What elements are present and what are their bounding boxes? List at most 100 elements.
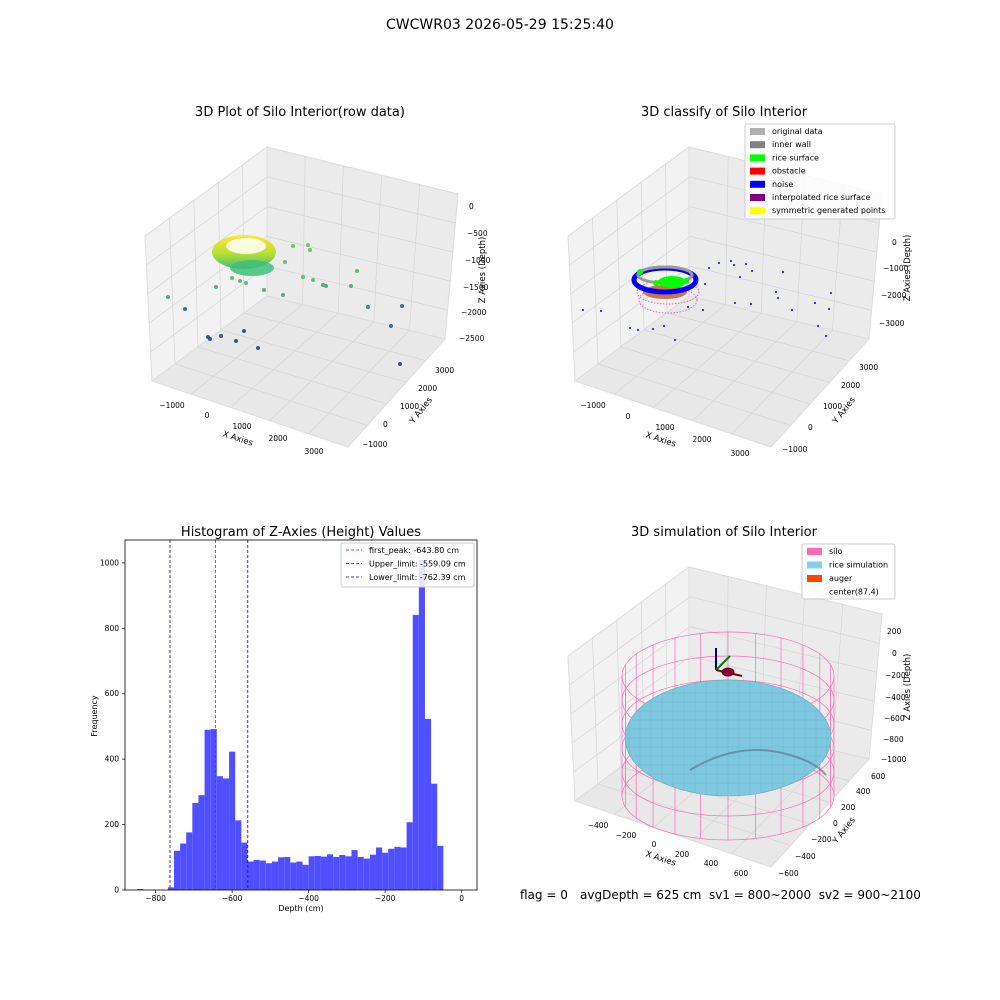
histogram-ylabel: Frequency: [90, 695, 99, 737]
plot1-pane-floor: [150, 295, 446, 448]
footer-stats: avgDepth = 625 cm sv1 = 800~2000 sv2 = 9…: [580, 888, 921, 902]
plot2-axes: 3D classify of Silo Interior original da…: [567, 105, 913, 458]
histogram-xtick-label: 0: [459, 894, 464, 903]
legend-swatch: [807, 561, 822, 569]
legend-label: rice surface: [772, 153, 819, 162]
plot2-rice-surface: [637, 269, 643, 275]
histogram-bar: [363, 858, 370, 890]
plot2-ztick: −2000: [881, 291, 907, 300]
plot4-ytick: 600: [871, 772, 886, 781]
plot4-legend-frame: [801, 543, 896, 600]
legend-swatch: [750, 194, 765, 201]
histogram-legend: first_peak: -643.80 cm Upper_limit: -559.…: [340, 542, 475, 588]
plot1-xtick: 0: [205, 411, 210, 420]
plot2-xlabel: X Axies: [644, 430, 677, 449]
histogram-legend-label: Upper_limit: -559.09 cm: [369, 560, 466, 569]
plot1-ztick: −500: [467, 229, 488, 238]
figure-title: CWCWR03 2026-05-29 15:25:40: [386, 17, 614, 33]
histogram-bar: [192, 802, 199, 890]
histogram-bar: [229, 751, 236, 890]
histogram-bar: [253, 859, 260, 890]
legend-swatch: [750, 141, 765, 149]
histogram-x-ticks: −800 −600 −400 −200 0: [145, 890, 464, 903]
legend-swatch: [807, 575, 822, 582]
plot4-center-marker: [715, 648, 743, 677]
plot4-ytick: 0: [833, 819, 838, 828]
histogram-xtick-label: −800: [145, 894, 166, 903]
legend-label: silo: [829, 547, 843, 556]
plot2-xtick: 3000: [730, 449, 749, 458]
plot1-scatter-points: [166, 243, 404, 366]
legend-swatch: [807, 548, 822, 555]
plot4-xlabel: X Axies: [644, 849, 677, 868]
legend-swatch: [750, 154, 765, 162]
histogram-bar: [302, 864, 309, 890]
legend-label: original data: [772, 127, 823, 136]
plot4-xtick: −200: [616, 831, 637, 840]
legend-swatch: [750, 207, 765, 215]
plot1-xtick: 1000: [232, 422, 251, 431]
plot4-title: 3D simulation of Silo Interior: [631, 525, 818, 540]
histogram-bar: [296, 861, 303, 890]
histogram-xtick-label: −600: [222, 894, 243, 903]
plot1-axes: 3D Plot of Silo Interior(row data) −1000…: [144, 105, 491, 456]
plot4-y-ticks: −600 −400 −200 0 200 400 600: [778, 772, 886, 878]
plot2-ytick: −1000: [782, 445, 808, 454]
legend-swatch: [750, 167, 765, 175]
histogram-ytick-label: 200: [105, 820, 120, 829]
histogram-bar: [259, 860, 266, 890]
histogram-bar: [351, 850, 358, 890]
histogram-bar: [198, 795, 205, 890]
legend-label: rice simulation: [829, 561, 888, 570]
legend-label: auger: [829, 574, 853, 583]
plot2-title: 3D classify of Silo Interior: [641, 105, 808, 120]
plot4-xtick: 400: [704, 859, 719, 868]
plot1-ytick: 3000: [435, 366, 454, 375]
plot2-rice-surface: [683, 278, 689, 284]
plot2-ztick: −3000: [879, 319, 905, 328]
plot2-ytick: 2000: [841, 381, 860, 390]
histogram-bar: [418, 559, 425, 890]
plot1-ztick: −1000: [465, 256, 491, 265]
plot1-x-ticks: −1000 0 1000 2000 3000: [159, 401, 323, 456]
plot1-gridlines: [146, 156, 456, 435]
histogram-bar: [278, 857, 285, 890]
plot1-xlabel: X Axies: [221, 429, 254, 448]
footer-flag: flag = 0: [520, 888, 568, 902]
histogram-bar: [388, 848, 395, 890]
histogram-legend-label: first_peak: -643.80 cm: [369, 546, 459, 555]
histogram-ytick-label: 600: [105, 689, 120, 698]
histogram-bar: [180, 843, 187, 890]
plot2-legend-frame: [744, 123, 896, 220]
plot1-ztick: −1500: [463, 283, 489, 292]
plot4-ztick: 0: [892, 649, 897, 658]
plot3-title: Histogram of Z-Axies (Height) Values: [181, 525, 421, 540]
histogram-bar: [400, 847, 407, 890]
histogram-bar: [290, 862, 297, 890]
plot4-z-ticks: 200 0 −200 −400 −600 −800 −1000: [881, 627, 907, 764]
legend-swatch: [750, 128, 765, 135]
histogram-bar: [271, 861, 279, 890]
histogram-bar: [382, 852, 389, 890]
plot4-ztick: 200: [887, 627, 902, 636]
plot1-rice-cluster-inner: [226, 238, 266, 254]
histogram-bar: [173, 850, 181, 890]
histogram-bar: [375, 847, 383, 890]
plot4-ztick: −1000: [881, 755, 907, 764]
histogram-ytick-label: 800: [105, 624, 120, 633]
plot4-xtick: 600: [734, 869, 749, 878]
plot4-ztick: −400: [885, 693, 906, 702]
histogram-bar: [357, 856, 364, 890]
histogram-bar: [222, 778, 230, 890]
plot1-ztick: −2000: [461, 308, 487, 317]
plot1-ytick: 2000: [418, 384, 437, 393]
histogram-bar: [186, 832, 193, 890]
plot1-ytick: −1000: [362, 440, 388, 449]
histogram-bar: [333, 856, 340, 890]
plot2-xtick: 1000: [655, 423, 674, 432]
plot4-ytick: 200: [841, 803, 856, 812]
histogram-reference-lines: [169, 540, 249, 890]
histogram-bar: [137, 889, 144, 890]
plot2-ytick: 1000: [823, 402, 842, 411]
